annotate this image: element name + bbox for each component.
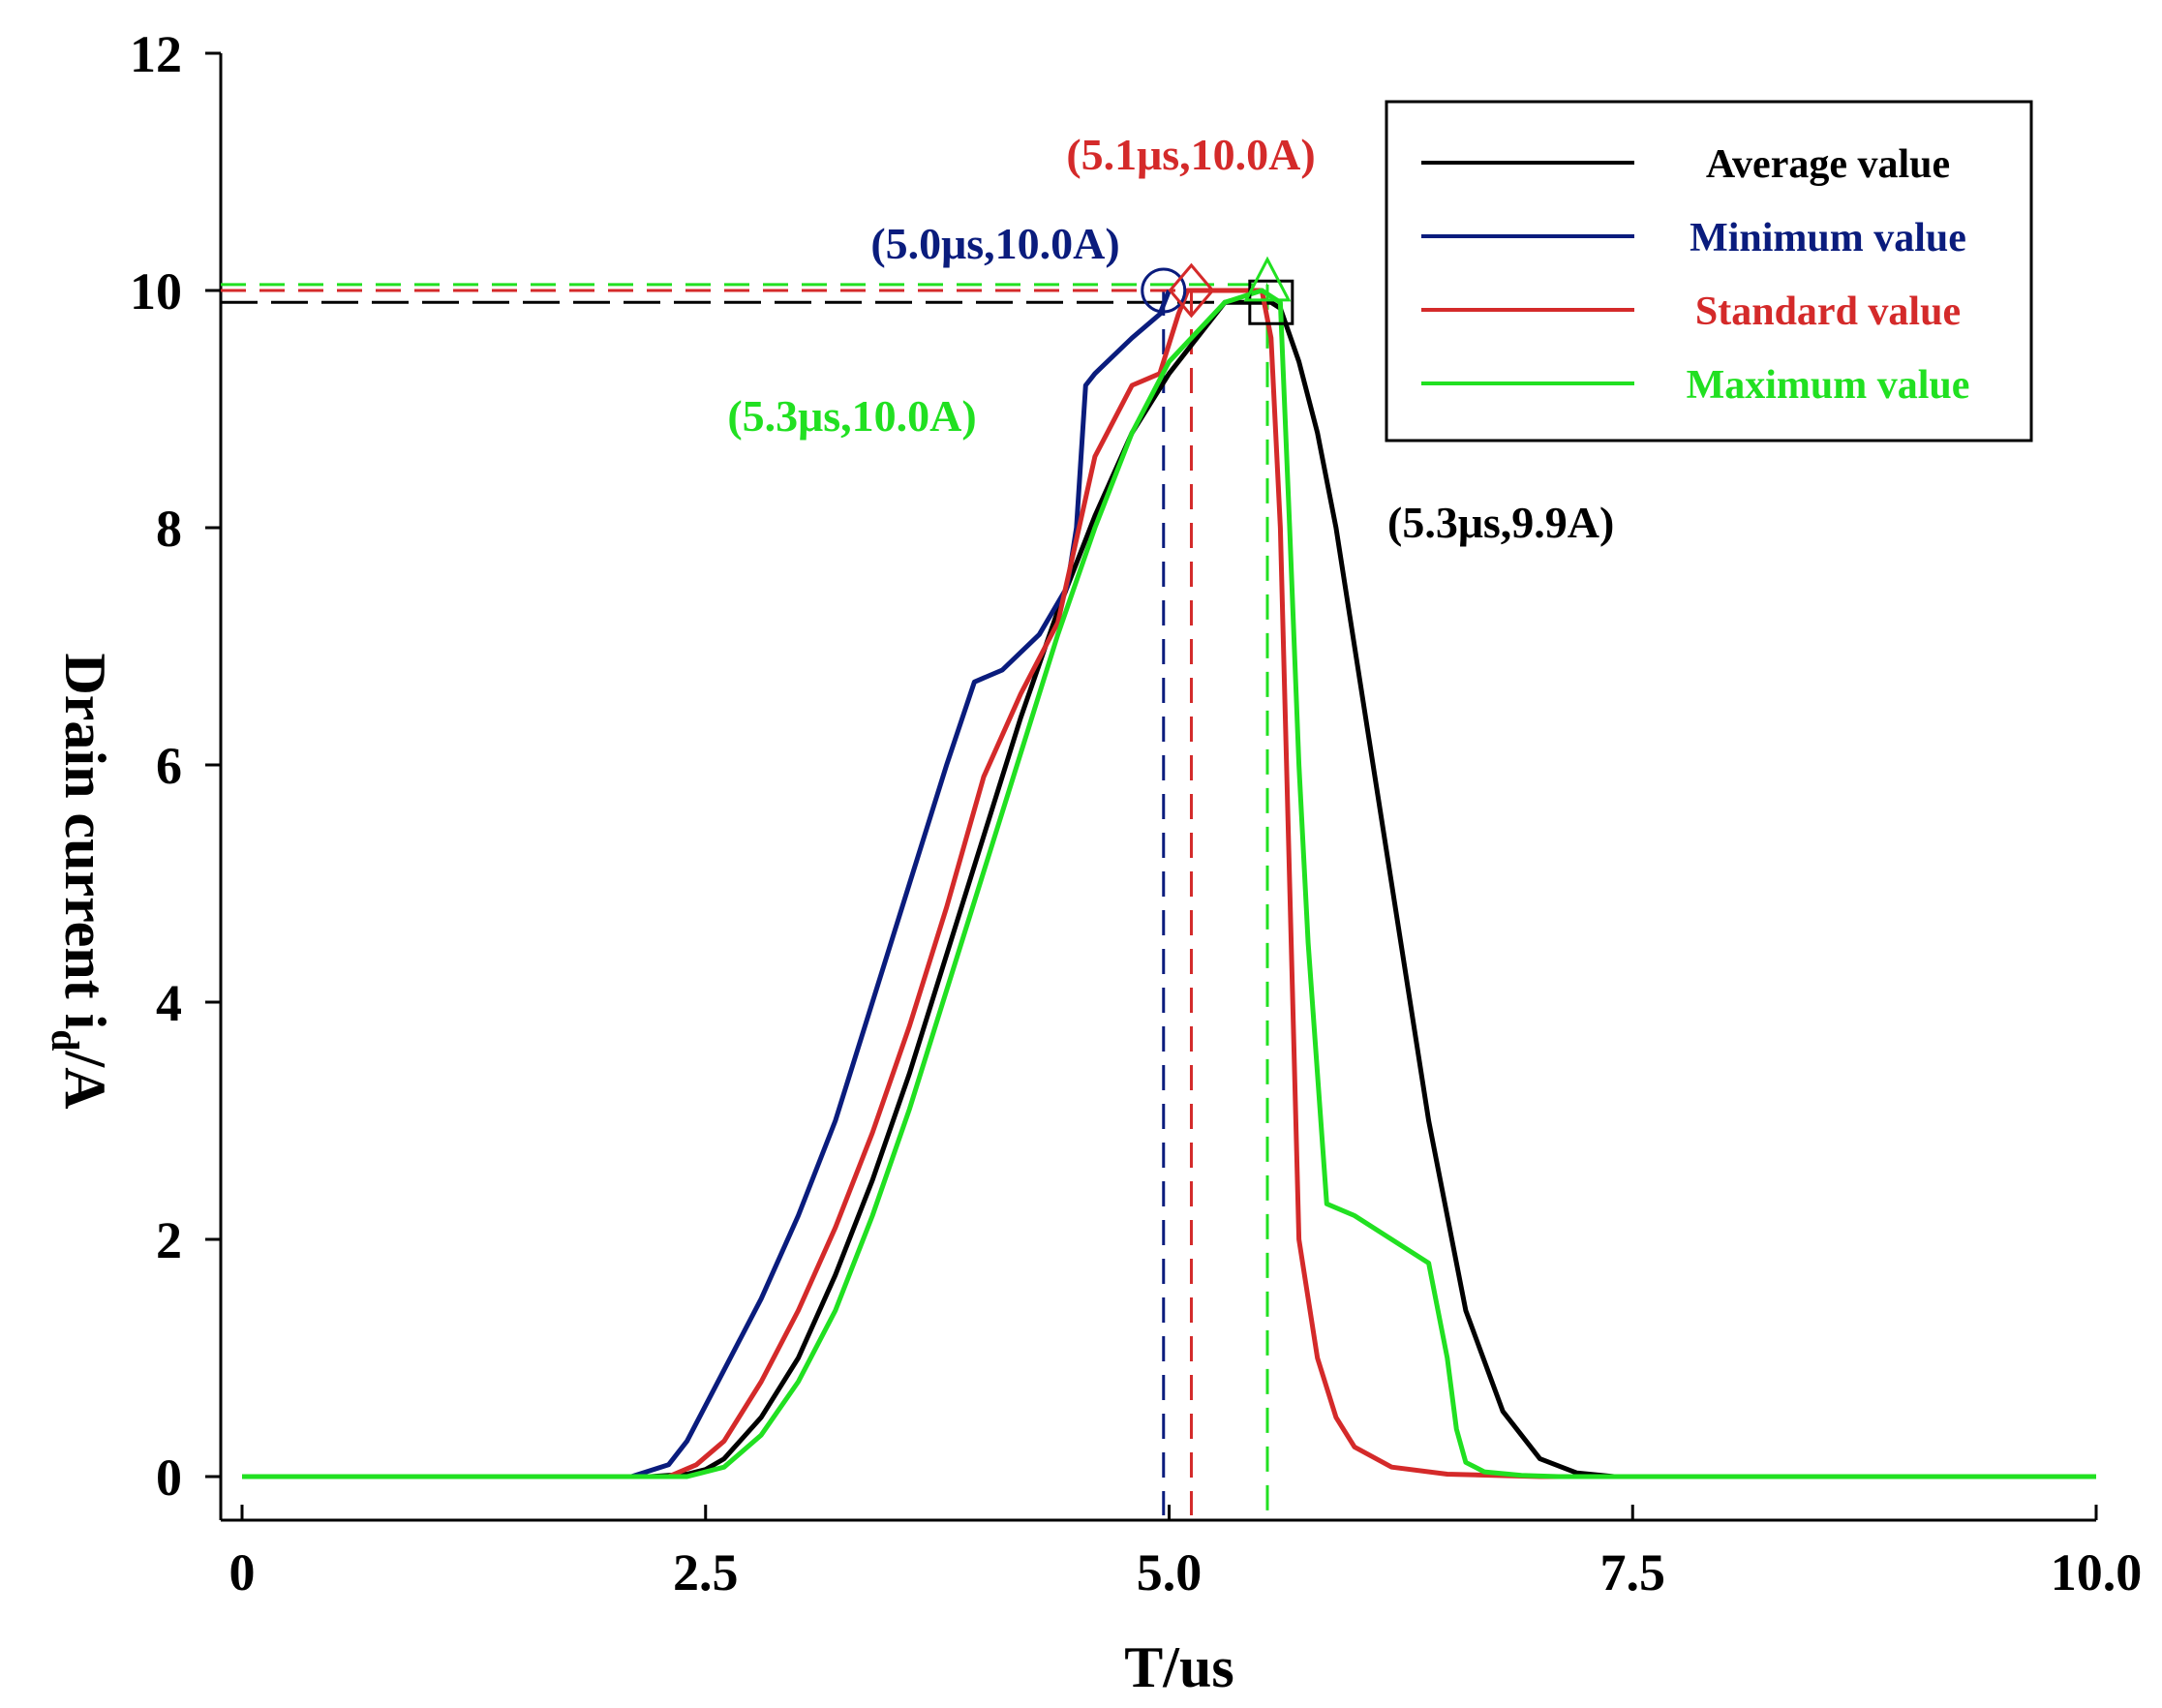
peak-markers <box>1141 256 1294 325</box>
annotation-label: (5.0μs,10.0A) <box>870 219 1119 268</box>
series-line-minimum-value <box>242 290 1172 1479</box>
annotation-label: (5.1μs,10.0A) <box>1066 130 1315 179</box>
y-tick-label: 0 <box>156 1449 182 1507</box>
y-tick-label: 6 <box>156 737 182 795</box>
axes: 0 2 4 6 8 10 12 0 2.5 5.0 7.5 10.0 <box>130 25 2142 1601</box>
marker-standard-value <box>1168 262 1215 319</box>
y-tick-label: 4 <box>156 974 182 1032</box>
x-tick-label: 5.0 <box>1137 1543 1203 1601</box>
series-lines <box>242 288 2096 1479</box>
legend-label: Average value <box>1706 142 1950 187</box>
x-tick-label: 2.5 <box>673 1543 739 1601</box>
annotation-label: (5.3μs,9.9A) <box>1387 498 1614 547</box>
series-line-standard-value <box>242 288 2096 1479</box>
x-tick-label: 7.5 <box>1600 1543 1666 1601</box>
series-line-average-value <box>242 299 2096 1479</box>
marker-average-value <box>1248 279 1294 325</box>
legend: Average value Minimum value Standard value… <box>1385 100 2033 442</box>
series-line-maximum-value <box>242 288 2096 1479</box>
marker-minimum-value <box>1141 267 1187 314</box>
y-tick-label: 2 <box>156 1211 182 1269</box>
y-tick-label: 8 <box>156 500 182 558</box>
x-axis-label: T/us <box>1124 1635 1233 1699</box>
annotations: (5.1μs,10.0A) (5.0μs,10.0A) (5.3μs,10.0A) (… <box>727 130 1614 547</box>
legend-label: Minimum value <box>1690 216 1966 260</box>
y-tick-label: 12 <box>130 25 182 83</box>
legend-label: Standard value <box>1695 290 1961 334</box>
legend-label: Maximum value <box>1687 363 1970 408</box>
y-axis-label-subscript: d <box>44 1029 87 1051</box>
x-tick-label: 10.0 <box>2051 1543 2143 1601</box>
y-tick-label: 10 <box>130 262 182 320</box>
y-axis-label: Drain current id/A <box>44 653 117 1109</box>
reference-lines <box>221 283 1271 1515</box>
annotation-label: (5.3μs,10.0A) <box>727 391 976 441</box>
x-tick-label: 0 <box>229 1543 256 1601</box>
marker-maximum-value <box>1243 256 1292 302</box>
